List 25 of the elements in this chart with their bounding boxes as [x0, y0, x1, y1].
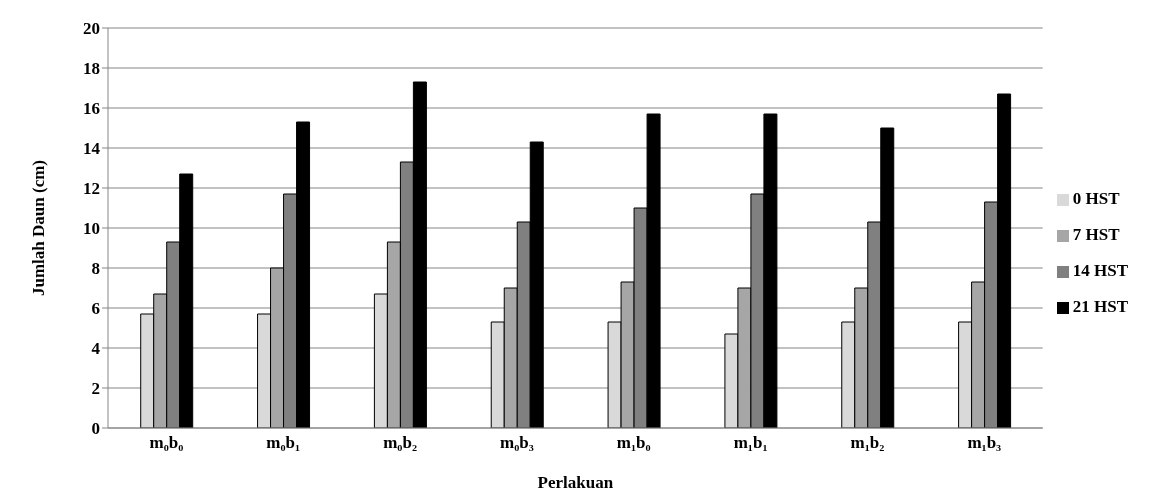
y-tick-label: 20: [83, 19, 100, 39]
legend-label: 7 HST: [1072, 225, 1120, 244]
y-tick-label: 12: [83, 179, 100, 199]
x-tick-label: m₁b₀: [616, 433, 651, 453]
legend-label: 14 HST: [1072, 261, 1128, 280]
x-tick-label: m₀b₃: [500, 433, 534, 453]
x-tick-label: m₁b₃: [967, 433, 1002, 453]
y-tick-label: 8: [91, 259, 100, 279]
y-tick-label: 4: [91, 339, 101, 359]
y-tick-label: 14: [83, 139, 101, 159]
x-tick-label: m₀b₀: [149, 433, 184, 453]
legend-label: 0 HST: [1072, 189, 1120, 208]
x-tick-label: m₁b₂: [850, 433, 885, 453]
y-tick-label: 0: [91, 419, 100, 439]
x-tick-label: m₁b₁: [733, 433, 768, 453]
y-tick-label: 18: [83, 59, 100, 79]
legend-label: 21 HST: [1072, 297, 1128, 316]
y-tick-label: 10: [83, 219, 100, 239]
x-axis-title: Perlakuan: [537, 473, 614, 492]
y-tick-label: 2: [91, 379, 100, 399]
y-axis-title: Jumlah Daun (cm): [29, 159, 49, 297]
x-tick-label: m₀b₁: [266, 433, 301, 453]
y-tick-label: 6: [91, 299, 100, 319]
x-tick-label: m₀b₂: [383, 433, 418, 453]
y-tick-label: 16: [83, 99, 100, 119]
